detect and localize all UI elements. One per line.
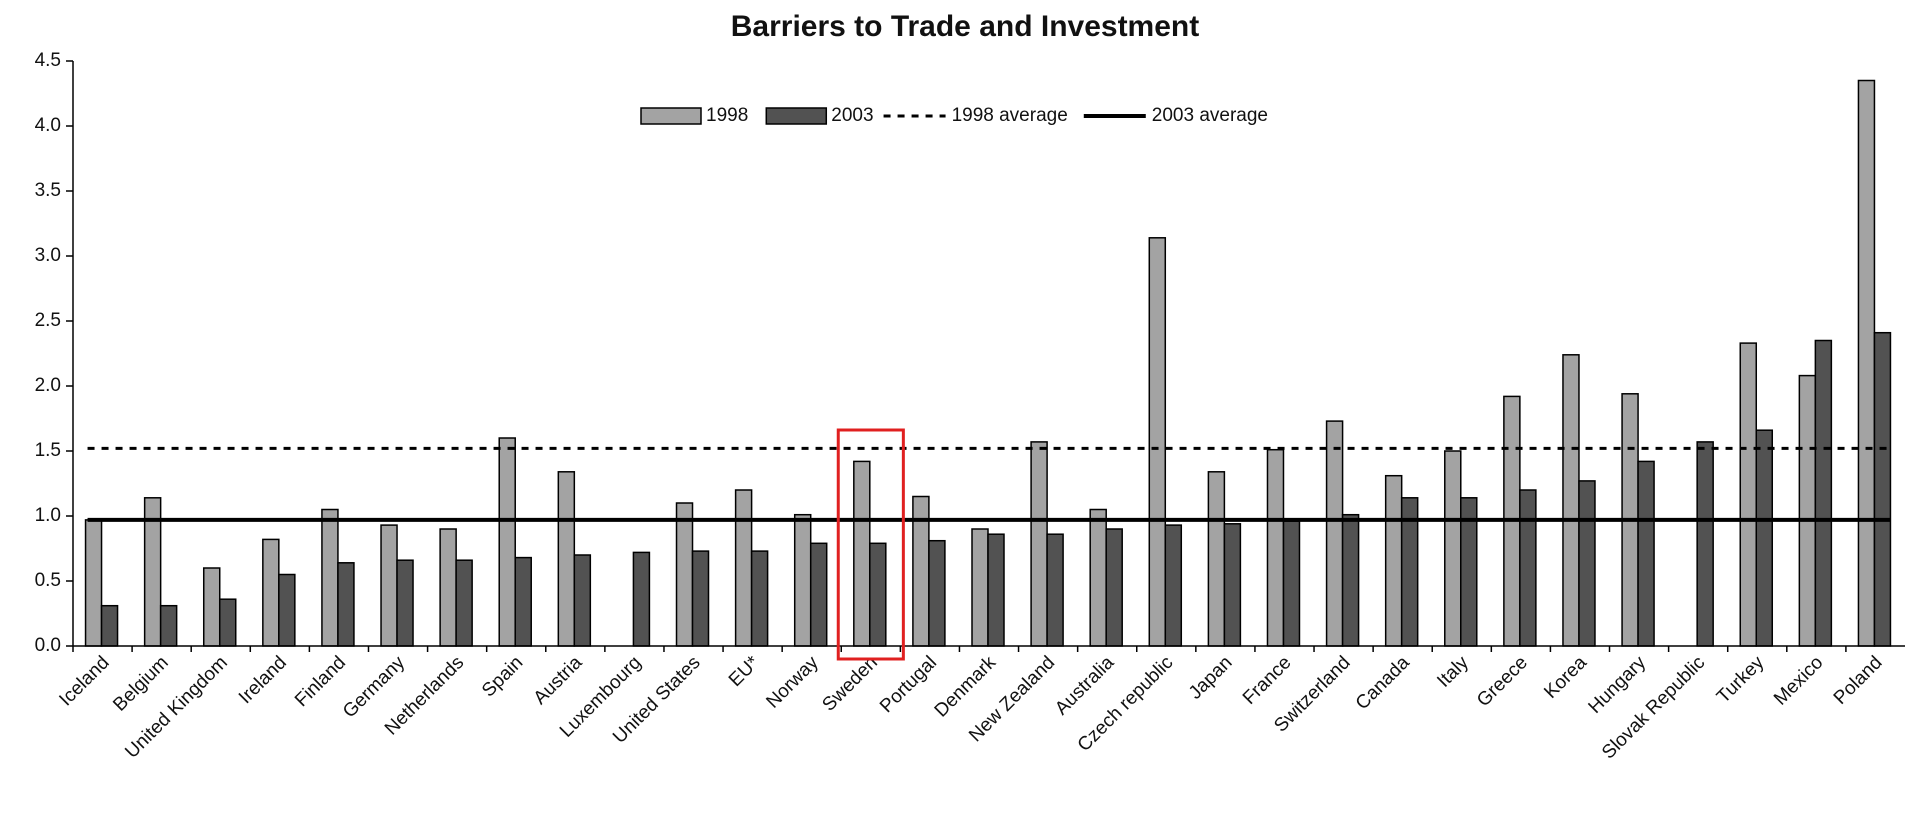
x-tick-label: Slovak Republic <box>1598 652 1709 763</box>
legend-label: 1998 average <box>952 105 1068 126</box>
bar <box>675 502 694 647</box>
bar <box>1105 528 1123 647</box>
bar <box>439 528 457 647</box>
x-tick-label: Finland <box>291 652 350 711</box>
x-tick-label: Italy <box>1433 652 1473 692</box>
bar <box>971 528 989 647</box>
bar <box>1755 429 1774 647</box>
bar <box>809 542 828 647</box>
bar <box>262 538 280 647</box>
x-tick-label: Iceland <box>55 652 113 710</box>
bar <box>793 513 812 647</box>
bar <box>514 556 532 647</box>
x-tick-label: Sweden <box>818 652 881 715</box>
bar <box>573 554 592 647</box>
x-tick-label: France <box>1239 652 1296 709</box>
bar <box>159 604 178 647</box>
bar <box>1739 342 1758 647</box>
bar <box>1223 523 1242 647</box>
y-tick-label: 1.0 <box>35 505 61 526</box>
x-tick-label: Korea <box>1540 652 1591 703</box>
bar <box>278 573 296 647</box>
bar <box>1046 533 1064 647</box>
x-tick-label: United Kingdom <box>121 652 231 762</box>
x-tick-label: Mexico <box>1770 652 1827 709</box>
bar <box>734 489 753 647</box>
bar <box>337 562 355 647</box>
legend-swatch <box>640 107 702 125</box>
bar <box>1030 441 1048 647</box>
legend-label: 2003 average <box>1152 105 1268 126</box>
bar <box>1696 441 1714 647</box>
bar <box>1384 474 1403 647</box>
x-tick-label: EU* <box>725 652 764 691</box>
bar <box>1207 471 1226 647</box>
bar <box>1164 524 1183 647</box>
y-tick-label: 2.0 <box>35 375 61 396</box>
bar <box>1637 460 1655 647</box>
legend-label: 2003 <box>831 105 873 126</box>
y-tick-label: 3.5 <box>35 180 61 201</box>
x-tick-label: Japan <box>1185 652 1236 703</box>
bar <box>557 471 576 647</box>
bar <box>853 460 871 647</box>
bar <box>455 559 473 647</box>
bar <box>321 508 339 647</box>
bar <box>1341 513 1360 647</box>
y-tick-label: 2.5 <box>35 310 61 331</box>
x-tick-label: Norway <box>762 652 823 713</box>
bar <box>987 533 1005 647</box>
bar <box>928 539 946 647</box>
y-tick-label: 0.0 <box>35 635 61 656</box>
x-tick-label: Austria <box>530 652 587 709</box>
y-tick-label: 3.0 <box>35 245 61 266</box>
x-tick-label: Canada <box>1352 652 1414 714</box>
bar <box>1089 508 1107 647</box>
highlight-box <box>836 428 905 661</box>
bar <box>1562 354 1580 647</box>
x-tick-label: Greece <box>1473 652 1532 711</box>
legend-label: 1998 <box>706 105 748 126</box>
bar <box>691 550 710 647</box>
y-tick-label: 4.0 <box>35 115 61 136</box>
bar <box>396 559 414 647</box>
x-tick-label: Turkey <box>1713 652 1769 708</box>
y-tick-label: 1.5 <box>35 440 61 461</box>
bar <box>750 550 769 647</box>
x-tick-label: Spain <box>478 652 527 701</box>
x-tick-label: Ireland <box>235 652 291 708</box>
bar <box>1519 489 1537 647</box>
bar <box>1282 520 1301 647</box>
bar <box>1814 339 1833 647</box>
bar <box>1798 374 1817 647</box>
x-tick-label: Poland <box>1830 652 1887 709</box>
chart-title: Barriers to Trade and Investment <box>731 10 1200 43</box>
y-tick-label: 4.5 <box>35 50 61 71</box>
bar <box>100 604 119 647</box>
bar <box>202 567 221 647</box>
bar <box>1325 420 1344 647</box>
bar <box>218 598 237 647</box>
bar <box>1873 331 1892 647</box>
bar <box>1857 79 1876 647</box>
bar <box>380 524 398 647</box>
bar <box>1444 450 1462 647</box>
bar <box>1148 237 1167 647</box>
bar <box>1266 448 1285 647</box>
legend-swatch <box>765 107 828 125</box>
bar <box>498 437 516 647</box>
bar <box>84 519 103 647</box>
bar <box>869 542 887 647</box>
bar <box>1578 480 1596 647</box>
y-tick-label: 0.5 <box>35 570 61 591</box>
bar <box>632 551 651 647</box>
